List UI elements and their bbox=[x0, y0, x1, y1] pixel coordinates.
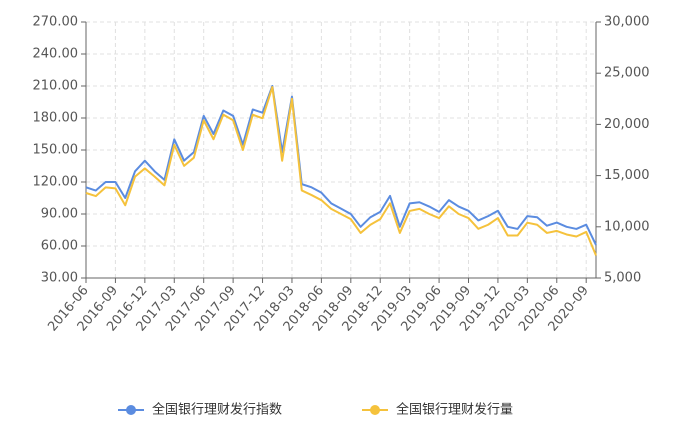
y-tick-label: 120.00 bbox=[33, 175, 79, 190]
y-tick-label: 240.00 bbox=[33, 47, 79, 62]
legend-marker bbox=[126, 405, 136, 415]
y2-tick-label: 25,000 bbox=[604, 66, 650, 81]
legend-label[interactable]: 全国银行理财发行量 bbox=[396, 402, 513, 418]
y2-tick-label: 30,000 bbox=[604, 15, 650, 30]
y-tick-label: 30.00 bbox=[41, 271, 78, 286]
y-tick-label: 180.00 bbox=[33, 111, 79, 126]
y-tick-label: 270.00 bbox=[33, 15, 79, 30]
series-line bbox=[85, 85, 597, 246]
y-tick-label: 60.00 bbox=[41, 239, 78, 254]
legend-label[interactable]: 全国银行理财发行指数 bbox=[152, 402, 282, 418]
y2-tick-label: 15,000 bbox=[604, 168, 650, 183]
series-line bbox=[85, 86, 597, 256]
y2-tick-label: 20,000 bbox=[604, 117, 650, 132]
y-tick-label: 90.00 bbox=[41, 207, 78, 222]
y-tick-label: 210.00 bbox=[33, 79, 79, 94]
y-tick-label: 150.00 bbox=[33, 143, 79, 158]
y2-tick-label: 5,000 bbox=[604, 271, 641, 286]
legend-marker bbox=[370, 405, 380, 415]
y2-tick-label: 10,000 bbox=[604, 219, 650, 234]
